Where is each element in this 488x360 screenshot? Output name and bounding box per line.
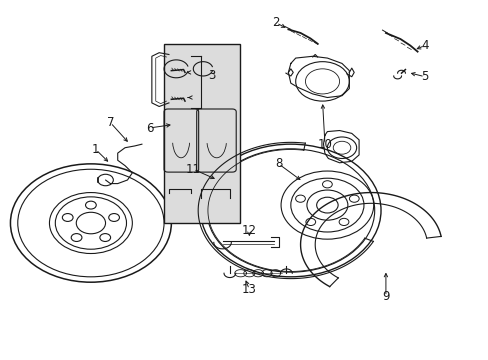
Text: 11: 11 bbox=[185, 163, 201, 176]
Text: 7: 7 bbox=[106, 116, 114, 129]
Text: 13: 13 bbox=[242, 283, 256, 296]
Text: 2: 2 bbox=[272, 17, 279, 30]
Text: 8: 8 bbox=[274, 157, 282, 170]
Text: 4: 4 bbox=[420, 39, 428, 52]
Text: 3: 3 bbox=[207, 69, 215, 82]
Text: 10: 10 bbox=[317, 138, 332, 150]
Text: 5: 5 bbox=[420, 70, 427, 83]
Text: 9: 9 bbox=[382, 290, 389, 303]
Text: 6: 6 bbox=[145, 122, 153, 135]
Text: 12: 12 bbox=[242, 224, 256, 237]
Bar bbox=[163, 44, 239, 223]
Text: 1: 1 bbox=[92, 143, 100, 156]
